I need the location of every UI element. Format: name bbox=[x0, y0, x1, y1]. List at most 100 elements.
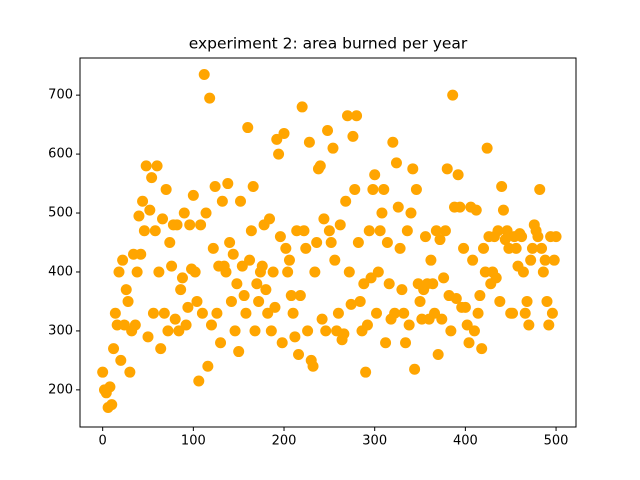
point bbox=[285, 290, 297, 302]
point bbox=[497, 204, 509, 216]
point bbox=[160, 183, 172, 195]
point bbox=[427, 278, 439, 290]
point bbox=[287, 307, 299, 319]
point bbox=[445, 325, 457, 337]
point bbox=[494, 295, 506, 307]
point bbox=[409, 363, 421, 375]
point bbox=[496, 181, 508, 193]
point bbox=[459, 301, 471, 313]
point bbox=[322, 125, 334, 137]
point bbox=[157, 213, 169, 225]
point bbox=[204, 92, 216, 104]
point bbox=[269, 301, 281, 313]
point bbox=[293, 348, 305, 360]
point bbox=[158, 307, 170, 319]
point bbox=[144, 204, 156, 216]
point bbox=[198, 69, 210, 81]
point bbox=[363, 225, 375, 237]
x-tick-label: 500 bbox=[544, 434, 569, 449]
point bbox=[474, 290, 486, 302]
point bbox=[439, 225, 451, 237]
point bbox=[247, 181, 259, 193]
point bbox=[303, 136, 315, 148]
point bbox=[478, 242, 490, 254]
point bbox=[525, 254, 537, 266]
point bbox=[274, 231, 286, 243]
point bbox=[300, 242, 312, 254]
point bbox=[548, 254, 560, 266]
point bbox=[438, 272, 450, 284]
point bbox=[436, 313, 448, 325]
point bbox=[205, 319, 217, 331]
point bbox=[403, 319, 415, 331]
point bbox=[347, 130, 359, 142]
point bbox=[289, 331, 301, 343]
y-tick-label: 300 bbox=[48, 323, 73, 338]
point bbox=[345, 298, 357, 310]
point bbox=[381, 237, 393, 248]
point bbox=[536, 242, 548, 254]
point bbox=[278, 127, 290, 139]
point bbox=[276, 337, 288, 349]
point bbox=[374, 225, 386, 237]
point bbox=[414, 295, 426, 307]
point bbox=[405, 207, 417, 219]
point bbox=[470, 204, 482, 216]
point bbox=[430, 225, 442, 237]
point bbox=[166, 260, 178, 272]
plot-area bbox=[97, 69, 562, 414]
point bbox=[361, 319, 373, 331]
point bbox=[323, 225, 335, 237]
point bbox=[149, 225, 161, 237]
point bbox=[349, 183, 361, 195]
point bbox=[352, 237, 364, 248]
point bbox=[458, 242, 470, 254]
point bbox=[539, 254, 551, 266]
x-tick-label: 0 bbox=[99, 434, 107, 449]
point bbox=[249, 325, 261, 337]
point bbox=[398, 307, 410, 319]
point bbox=[294, 290, 306, 302]
point bbox=[389, 307, 401, 319]
point bbox=[282, 266, 294, 278]
point bbox=[492, 225, 504, 237]
point bbox=[410, 183, 422, 195]
point bbox=[376, 207, 388, 219]
point bbox=[546, 307, 558, 319]
point bbox=[280, 242, 292, 254]
point bbox=[325, 237, 337, 248]
point bbox=[124, 366, 136, 378]
point bbox=[537, 266, 549, 278]
point bbox=[153, 266, 165, 278]
point bbox=[523, 319, 535, 331]
point bbox=[265, 325, 277, 337]
point bbox=[311, 237, 323, 248]
point bbox=[383, 278, 395, 290]
point bbox=[117, 254, 129, 266]
point bbox=[481, 142, 493, 154]
point bbox=[534, 183, 546, 195]
axes-frame bbox=[79, 57, 577, 428]
point bbox=[147, 307, 159, 319]
point bbox=[396, 284, 408, 296]
point bbox=[434, 234, 446, 246]
point bbox=[316, 313, 328, 325]
point bbox=[499, 234, 511, 246]
point bbox=[425, 254, 437, 266]
point bbox=[135, 248, 147, 260]
x-tick-label: 200 bbox=[272, 434, 297, 449]
point bbox=[104, 381, 116, 393]
point bbox=[193, 375, 205, 387]
point bbox=[140, 160, 152, 172]
point bbox=[447, 89, 459, 101]
point bbox=[120, 284, 132, 296]
point bbox=[532, 231, 544, 243]
point bbox=[467, 254, 479, 266]
point bbox=[401, 225, 413, 237]
point bbox=[129, 319, 141, 331]
point bbox=[369, 169, 381, 181]
point bbox=[517, 266, 529, 278]
point bbox=[224, 237, 236, 248]
point bbox=[231, 278, 243, 290]
point bbox=[109, 307, 121, 319]
